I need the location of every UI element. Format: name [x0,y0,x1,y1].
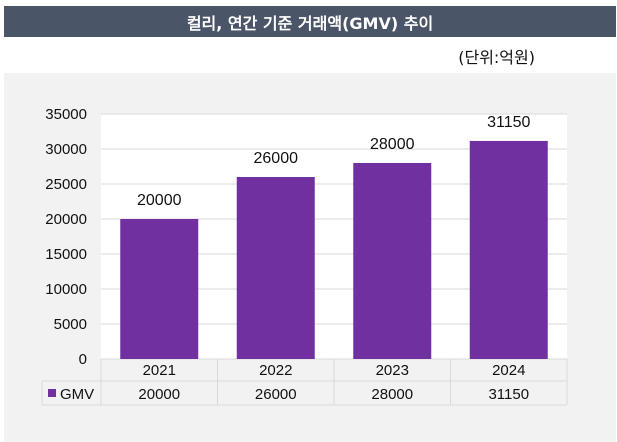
y-tick-label: 30000 [45,141,87,158]
x-tick-label: 2023 [376,362,409,379]
x-tick-label: 2021 [143,362,176,379]
table-cell: 31150 [488,386,529,403]
table-cell: 28000 [371,386,413,403]
y-tick-label: 10000 [45,281,87,298]
y-tick-label: 5000 [54,316,87,333]
series-name: GMV [60,386,94,403]
unit-label: (단위:억원) [458,48,535,67]
table-cell: 26000 [255,386,297,403]
y-tick-label: 20000 [45,211,87,228]
data-label: 26000 [254,150,299,167]
chart-title: 컬리, 연간 기준 거래액(GMV) 추이 [4,6,616,37]
x-tick-label: 2024 [492,362,525,379]
y-tick-label: 15000 [45,246,87,263]
y-tick-label: 25000 [45,176,87,193]
data-label: 20000 [137,192,182,209]
data-label: 31150 [487,114,530,131]
bar [120,219,199,359]
bar [236,177,315,359]
table-cell: 20000 [138,386,180,403]
bar [353,163,432,359]
y-tick-label: 35000 [45,106,87,123]
bar [469,140,548,359]
x-tick-label: 2022 [259,362,292,379]
legend-key [48,389,56,397]
y-tick-label: 0 [79,351,87,368]
data-label: 28000 [370,136,415,153]
